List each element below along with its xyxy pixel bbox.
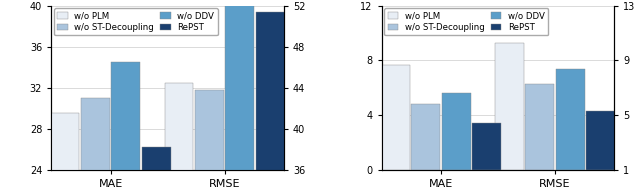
Bar	[586, 111, 615, 170]
Bar	[111, 62, 140, 195]
Legend: w/o PLM, w/o ST-Decoupling, w/o DDV, RePST: w/o PLM, w/o ST-Decoupling, w/o DDV, ReP…	[54, 8, 218, 35]
Bar	[225, 0, 254, 195]
Bar	[195, 90, 224, 195]
Bar	[442, 93, 470, 170]
Bar	[495, 43, 524, 170]
Bar	[51, 113, 79, 195]
Bar	[525, 84, 554, 170]
Bar	[81, 98, 110, 195]
Bar	[472, 123, 501, 170]
Bar	[256, 12, 285, 195]
Bar	[412, 104, 440, 170]
Legend: w/o PLM, w/o ST-Decoupling, w/o DDV, RePST: w/o PLM, w/o ST-Decoupling, w/o DDV, ReP…	[384, 8, 548, 35]
Bar	[164, 83, 193, 195]
Bar	[141, 147, 171, 195]
Bar	[556, 69, 585, 170]
Bar	[381, 65, 410, 170]
